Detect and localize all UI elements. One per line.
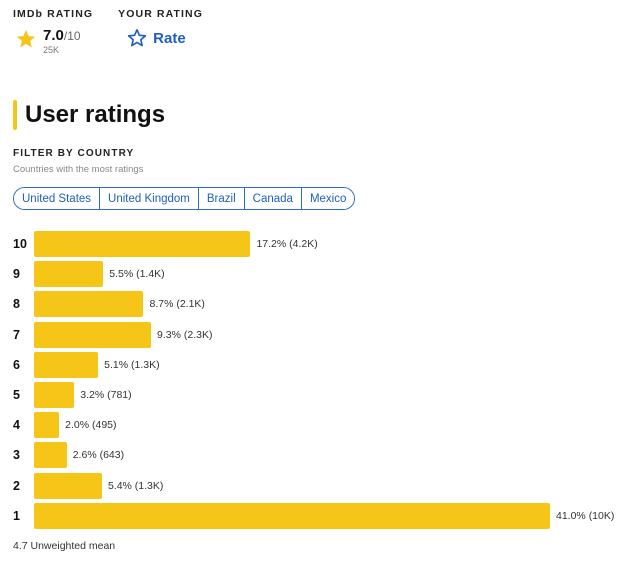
rating-label-3: 3 <box>13 448 20 463</box>
country-chip-united-states[interactable]: United States <box>14 188 101 209</box>
imdb-rating-count: 25K <box>43 45 60 55</box>
rating-bar-5 <box>34 382 75 408</box>
rating-label-6: 6 <box>13 357 20 372</box>
country-chip-brazil[interactable]: Brazil <box>198 188 245 209</box>
rating-bar-10 <box>34 231 251 257</box>
country-filter-group: United States United Kingdom Brazil Canada M… <box>13 187 356 210</box>
rating-bar-7 <box>34 321 152 348</box>
imdb-score: 7.0 <box>43 27 64 44</box>
rating-bar-2 <box>34 472 102 499</box>
rating-value-1: 41.0% (10K) <box>556 509 615 522</box>
rate-label: Rate <box>153 30 186 47</box>
rating-value-10: 17.2% (4.2K) <box>256 238 318 250</box>
rating-label-1: 1 <box>13 508 20 523</box>
imdb-score-max: /10 <box>63 29 81 43</box>
rating-label-2: 2 <box>13 478 20 493</box>
country-chip-canada[interactable]: Canada <box>244 188 302 209</box>
rating-value-2: 5.4% (1.3K) <box>107 479 164 492</box>
star-icon <box>15 28 37 50</box>
rating-label-5: 5 <box>13 388 20 402</box>
rating-label-9: 9 <box>13 267 20 282</box>
rating-bar-6 <box>34 351 99 378</box>
rate-button[interactable]: Rate <box>127 28 203 48</box>
rating-label-8: 8 <box>13 297 20 312</box>
page-title: User ratings <box>25 101 166 128</box>
section-heading: User ratings <box>13 100 165 130</box>
filter-subheading: Countries with the most ratings <box>13 164 144 175</box>
rating-bar-4 <box>34 412 60 439</box>
unweighted-mean: 4.7 Unweighted mean <box>13 540 116 552</box>
title-accent-bar <box>13 100 17 130</box>
rating-value-9: 5.5% (1.4K) <box>109 268 165 281</box>
country-chip-united-kingdom[interactable]: United Kingdom <box>100 188 199 209</box>
outline-star-icon <box>127 28 147 48</box>
rating-value-7: 9.3% (2.3K) <box>157 328 213 341</box>
imdb-rating-block[interactable]: IMDb RATING 7.0/10 25K <box>13 8 93 55</box>
your-rating-label: YOUR RATING <box>118 8 203 20</box>
filter-heading: FILTER BY COUNTRY <box>13 148 135 159</box>
your-rating-block[interactable]: YOUR RATING Rate <box>118 8 203 55</box>
rating-bar-3 <box>34 442 67 469</box>
rating-value-5: 3.2% (781) <box>80 389 132 401</box>
country-chip-mexico[interactable]: Mexico <box>301 188 355 209</box>
rating-bar-1 <box>34 502 550 529</box>
rating-header: IMDb RATING 7.0/10 25K YOUR RATING Rate <box>13 8 203 55</box>
rating-label-10: 10 <box>13 237 27 251</box>
rating-bar-9 <box>34 261 104 288</box>
rating-value-6: 5.1% (1.3K) <box>104 358 160 371</box>
rating-label-4: 4 <box>13 418 20 433</box>
rating-value-3: 2.6% (643) <box>72 449 125 462</box>
imdb-rating-label: IMDb RATING <box>13 8 94 20</box>
rating-bar-8 <box>34 291 144 318</box>
rating-label-7: 7 <box>13 327 20 342</box>
rating-value-8: 8.7% (2.1K) <box>149 298 205 311</box>
rating-value-4: 2.0% (495) <box>65 419 117 432</box>
